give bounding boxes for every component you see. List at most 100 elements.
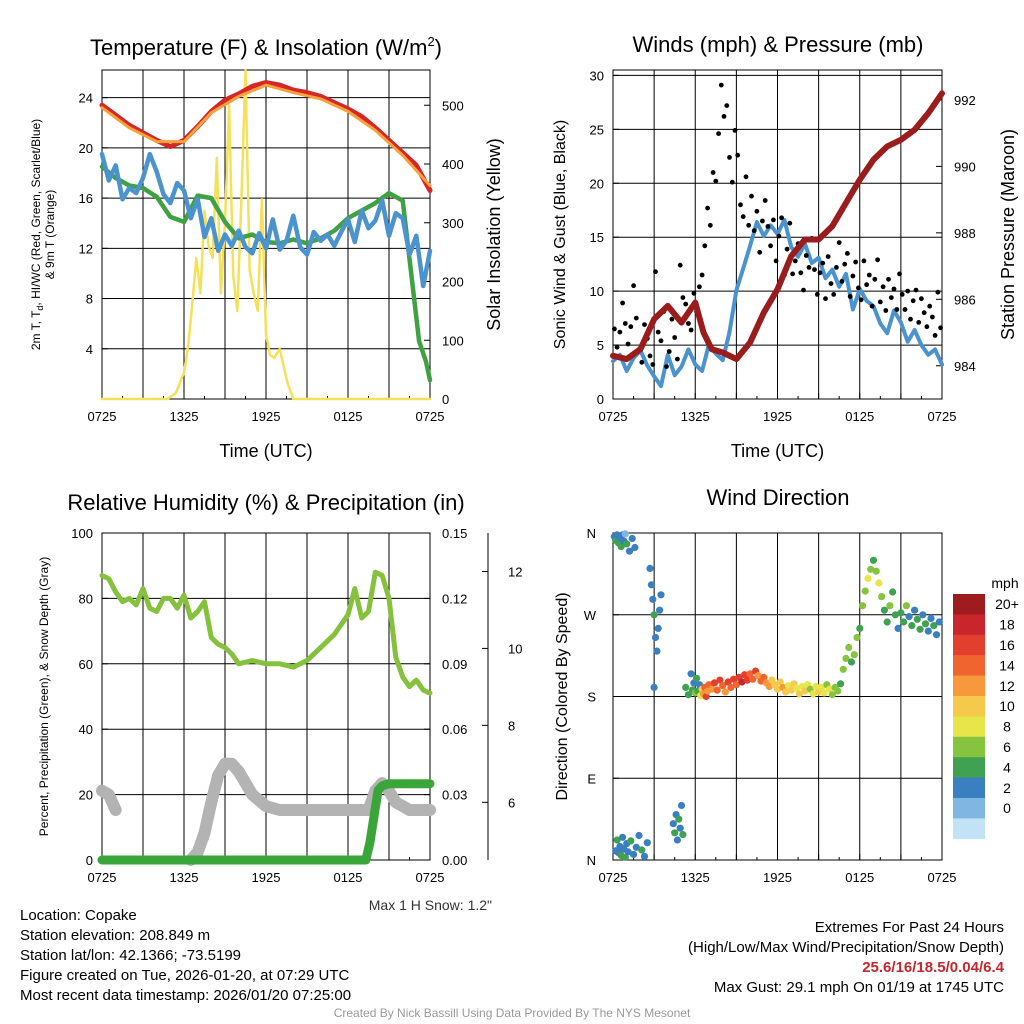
winddir-ytick-label: N bbox=[587, 853, 596, 868]
winds-gust-point bbox=[713, 178, 719, 184]
winds-gust-point bbox=[820, 260, 826, 266]
winddir-point bbox=[935, 618, 943, 626]
winddir-point bbox=[684, 691, 693, 699]
rh-y2-tick-label: 0.15 bbox=[442, 526, 467, 541]
temp-ytick-label: 16 bbox=[79, 191, 93, 206]
colorbar-swatch bbox=[953, 736, 985, 758]
winddir-point bbox=[845, 643, 853, 652]
winddir-xtick-label: 0125 bbox=[845, 870, 874, 885]
colorbar-label: 20+ bbox=[995, 596, 1019, 612]
winddir-point bbox=[621, 530, 629, 538]
winddir-point bbox=[710, 679, 719, 687]
rh-y3-tick-label: 10 bbox=[508, 641, 522, 656]
humidity-precipitation-panel: 0725 1325 1925 0125 0725 Relative Humidity (%… bbox=[37, 490, 522, 913]
winddir-point bbox=[673, 836, 682, 844]
station-elevation: Station elevation: 208.849 m bbox=[20, 927, 211, 944]
winds-gust-point bbox=[919, 296, 924, 302]
winddir-point bbox=[741, 671, 749, 679]
max-gust: Max Gust: 29.1 mph On 01/19 at 1745 UTC bbox=[713, 979, 1004, 996]
extremes-subtitle: (High/Low/Max Wind/Precipitation/Snow De… bbox=[688, 939, 1004, 956]
winds-gust-point bbox=[773, 258, 779, 264]
winddir-point bbox=[682, 683, 690, 692]
winds-gust-point bbox=[877, 299, 883, 305]
winddir-point bbox=[902, 602, 911, 610]
winddir-point bbox=[897, 609, 905, 617]
wind-speed-colorbar: mph 20+ 18 16 14 12 10 8 6 4 2 0 bbox=[953, 575, 1019, 840]
colorbar-swatch bbox=[953, 716, 985, 738]
winddir-point bbox=[619, 833, 627, 841]
colorbar-swatch bbox=[953, 798, 985, 819]
winddir-point bbox=[867, 565, 875, 573]
winddir-point bbox=[875, 579, 883, 587]
winds-gust-point bbox=[938, 325, 943, 331]
winddir-point bbox=[839, 665, 847, 673]
temp-y2-tick-label: 100 bbox=[442, 333, 464, 348]
temp-series-wind-chill bbox=[99, 151, 433, 289]
winds-gust-point bbox=[702, 243, 708, 249]
winds-gust-point bbox=[916, 320, 922, 325]
rh-y2-tick-label: 0.00 bbox=[442, 853, 467, 868]
extremes-summary: Extremes For Past 24 Hours (High/Low/Max… bbox=[688, 918, 1004, 998]
colorbar-title: mph bbox=[991, 575, 1018, 591]
rh-ytick-label: 20 bbox=[79, 788, 93, 803]
winds-gust-point bbox=[699, 272, 705, 278]
colorbar-swatch bbox=[953, 634, 985, 656]
rh-ytick-label: 100 bbox=[71, 526, 93, 541]
winds-xtick-label: 0725 bbox=[599, 409, 628, 424]
winds-gust-point bbox=[718, 82, 724, 88]
winddir-point bbox=[627, 837, 635, 845]
winddir-point bbox=[869, 556, 878, 564]
winds-gust-point bbox=[910, 298, 916, 304]
winds-gust-point bbox=[664, 364, 669, 369]
rh-xtick-label: 1325 bbox=[170, 870, 199, 885]
winddir-point bbox=[913, 615, 921, 623]
winddir-point bbox=[916, 625, 924, 633]
winddir-point bbox=[817, 683, 826, 692]
rh-y3-tick-label: 8 bbox=[508, 718, 515, 733]
winddir-point bbox=[650, 611, 658, 619]
winddir-point bbox=[820, 689, 828, 697]
winddir-point bbox=[795, 690, 804, 698]
rh-series-precipitation bbox=[97, 779, 435, 865]
winddir-point bbox=[837, 680, 845, 688]
winds-gust-point bbox=[729, 179, 735, 185]
winds-gust-point bbox=[776, 233, 782, 239]
winddir-point bbox=[713, 686, 721, 694]
extremes-values: 25.6/16/18.5/0.04/6.4 bbox=[862, 959, 1004, 976]
winddir-point bbox=[864, 574, 872, 583]
winds-gust-point bbox=[669, 316, 675, 322]
winds-gust-point bbox=[886, 276, 891, 282]
winddir-point bbox=[623, 540, 631, 548]
temp-xtick-label: 0725 bbox=[416, 409, 445, 424]
winddir-point bbox=[793, 684, 801, 692]
winds-gust-point bbox=[913, 287, 919, 293]
temp-xtick-label: 1325 bbox=[170, 409, 199, 424]
winddir-point bbox=[647, 581, 656, 589]
winddir-point bbox=[782, 688, 790, 696]
temp-series-solar-insolation bbox=[100, 68, 432, 401]
winds-gust-point bbox=[902, 307, 908, 312]
temp-y2-tick-label: 0 bbox=[442, 392, 449, 407]
winds-gust-point bbox=[823, 296, 828, 302]
winds-xlabel: Time (UTC) bbox=[731, 441, 824, 461]
winds-gust-point bbox=[688, 327, 694, 333]
winddir-point bbox=[900, 618, 908, 626]
winddir-point bbox=[617, 543, 625, 551]
winds-gust-point bbox=[628, 324, 634, 330]
winds-gust-point bbox=[740, 214, 746, 220]
winddir-point bbox=[932, 631, 941, 639]
winds-gust-point bbox=[880, 284, 886, 290]
winds-gust-point bbox=[935, 289, 941, 295]
winds-gust-point bbox=[751, 228, 757, 234]
winds-gust-point bbox=[790, 271, 795, 277]
winds-gust-point bbox=[710, 170, 716, 175]
winds-xtick-label: 1925 bbox=[763, 409, 792, 424]
colorbar-swatch bbox=[953, 696, 985, 717]
winddir-point bbox=[676, 824, 684, 832]
winds-ytick-label: 20 bbox=[590, 176, 604, 191]
winds-gust-point bbox=[869, 303, 875, 309]
winds-gust-point bbox=[897, 271, 902, 277]
winddir-point bbox=[671, 829, 679, 837]
temp-title-close: ) bbox=[435, 35, 442, 60]
winds-gust-point bbox=[836, 240, 842, 246]
